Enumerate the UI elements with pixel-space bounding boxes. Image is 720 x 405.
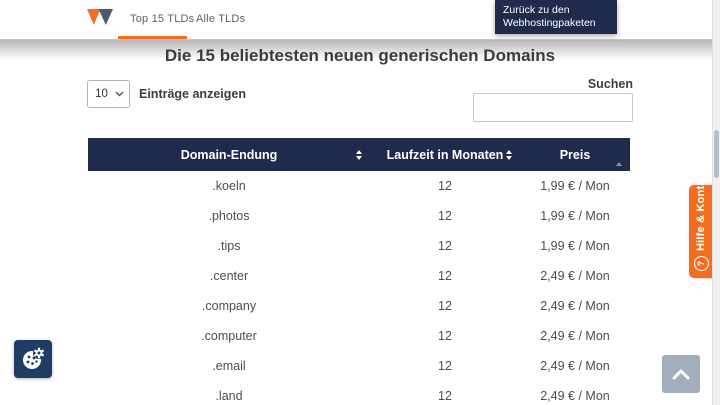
table-row: .email 12 2,49 € / Mon [88,351,630,381]
cell-months: 12 [438,389,452,403]
table-header-row: Domain-Endung Laufzeit in Monaten Preis [88,138,630,171]
question-mark-icon: ? [693,256,709,271]
cell-domain: .company [201,299,257,313]
cell-months: 12 [438,329,452,343]
column-header-preis-label: Preis [559,147,591,162]
sort-asc-icon [616,147,622,166]
cell-price: 2,49 € / Mon [540,389,610,403]
help-contact-label: Hilfe & Kontakt [695,169,707,251]
cell-months: 12 [438,179,452,193]
table-row: .tips 12 1,99 € / Mon [88,231,630,261]
column-header-domain[interactable]: Domain-Endung [88,138,370,171]
scrollbar-thumb[interactable] [714,130,719,178]
cell-price: 1,99 € / Mon [540,209,610,223]
help-contact-tab[interactable]: ? Hilfe & Kontakt [689,169,713,278]
column-header-laufzeit[interactable]: Laufzeit in Monaten [370,138,520,171]
cell-months: 12 [438,209,452,223]
scrollbar-track[interactable] [712,0,720,405]
cell-price: 2,49 € / Mon [540,329,610,343]
cell-domain: .photos [208,209,250,223]
help-contact-tab-inner: ? Hilfe & Kontakt [689,169,713,278]
search-label: Suchen [587,77,633,91]
sort-up-down-icon [356,149,362,160]
cell-domain: .land [215,389,243,403]
cell-domain: .koeln [212,179,246,193]
cell-price: 1,99 € / Mon [540,179,610,193]
column-header-laufzeit-label: Laufzeit in Monaten [386,147,504,162]
cell-domain: .computer [201,329,257,343]
column-header-preis[interactable]: Preis [520,138,630,171]
cell-months: 12 [438,299,452,313]
cell-price: 2,49 € / Mon [540,359,610,373]
active-tab-indicator [118,36,187,39]
page-title: Die 15 beliebtesten neuen generischen Do… [164,46,556,65]
cookie-settings-icon [23,347,45,369]
cell-price: 2,49 € / Mon [540,299,610,313]
cell-price: 2,49 € / Mon [540,269,610,283]
chevron-down-icon [115,91,124,97]
cell-domain: .tips [217,239,241,253]
tab-alle-tlds[interactable]: Alle TLDs [196,13,246,25]
entries-per-page-select[interactable]: 10 [87,80,130,108]
sort-up-down-icon [506,149,512,160]
cell-price: 1,99 € / Mon [540,239,610,253]
table-row: .center 12 2,49 € / Mon [88,261,630,291]
cell-months: 12 [438,239,452,253]
table-row: .company 12 2,49 € / Mon [88,291,630,321]
search-input[interactable] [473,93,633,122]
cell-months: 12 [438,269,452,283]
column-header-domain-label: Domain-Endung [180,147,278,162]
header-shadow [0,40,720,60]
brand-logo-icon [87,9,113,25]
back-to-webhosting-button[interactable]: Zurück zu den Webhostingpaketen [495,0,617,34]
cookie-settings-button[interactable] [14,340,52,378]
cell-months: 12 [438,359,452,373]
table-row: .land 12 2,49 € / Mon [88,381,630,405]
table-row: .computer 12 2,49 € / Mon [88,321,630,351]
cell-domain: .center [209,269,249,283]
chevron-up-icon [672,369,690,379]
table-row: .photos 12 1,99 € / Mon [88,201,630,231]
entries-per-page-value: 10 [95,88,108,100]
scroll-to-top-button[interactable] [662,355,700,393]
entries-per-page-label: Einträge anzeigen [139,87,246,101]
tld-table: Domain-Endung Laufzeit in Monaten Preis … [88,138,630,405]
top-navigation-bar: Top 15 TLDs Alle TLDs Zurück zu den Webh… [0,0,720,40]
tab-top-15-tlds[interactable]: Top 15 TLDs [130,13,195,25]
table-row: .koeln 12 1,99 € / Mon [88,171,630,201]
cell-domain: .email [212,359,246,373]
